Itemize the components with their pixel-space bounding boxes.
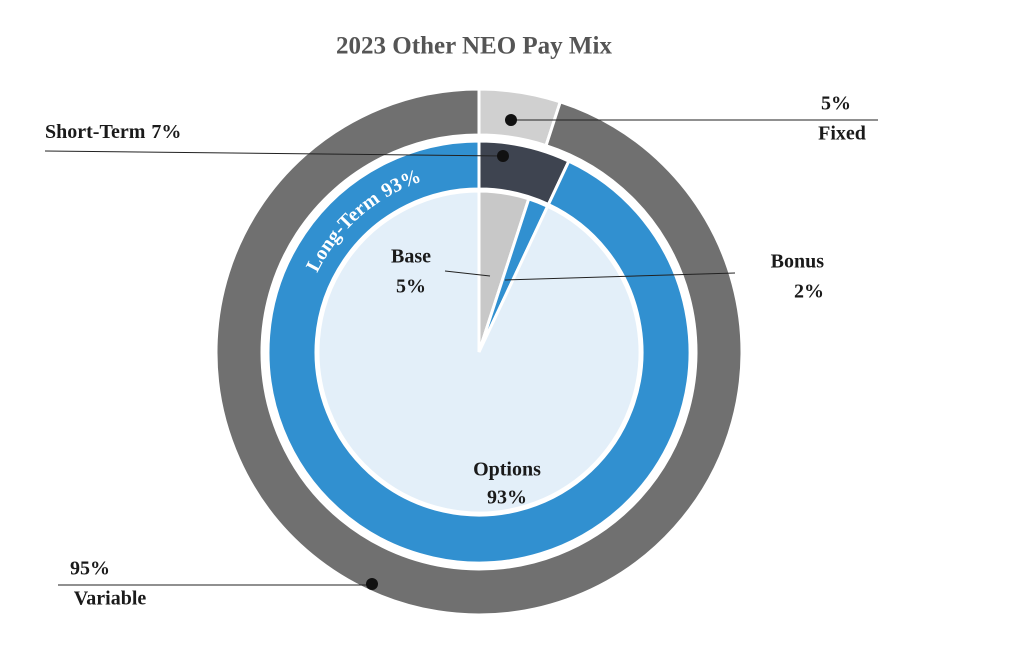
category-label: Bonus xyxy=(771,251,825,273)
leader-line xyxy=(444,270,491,277)
chart-title: 2023 Other NEO Pay Mix xyxy=(336,33,612,60)
pie-slice xyxy=(316,189,642,515)
category-label: Fixed xyxy=(818,123,866,145)
segment-label: Short-Term 7% xyxy=(45,121,181,143)
value-label: 95% xyxy=(70,558,110,580)
pie-slice xyxy=(214,87,744,617)
category-label: Short-Term xyxy=(45,121,146,143)
leader-line xyxy=(44,150,504,157)
value-label: 5% xyxy=(396,276,426,298)
value-label: 5% xyxy=(821,93,851,115)
leader-line xyxy=(504,272,736,281)
category-label: Variable xyxy=(74,588,147,610)
leader-dot xyxy=(505,114,517,126)
category-label: Options xyxy=(473,459,541,481)
leader-dot xyxy=(497,150,509,162)
leader-dot xyxy=(366,578,378,590)
category-label: Base xyxy=(391,246,431,268)
value-label: 2% xyxy=(794,281,824,303)
value-label: 7% xyxy=(151,121,181,143)
value-label: 93% xyxy=(487,487,527,509)
pie-slice xyxy=(266,139,692,565)
